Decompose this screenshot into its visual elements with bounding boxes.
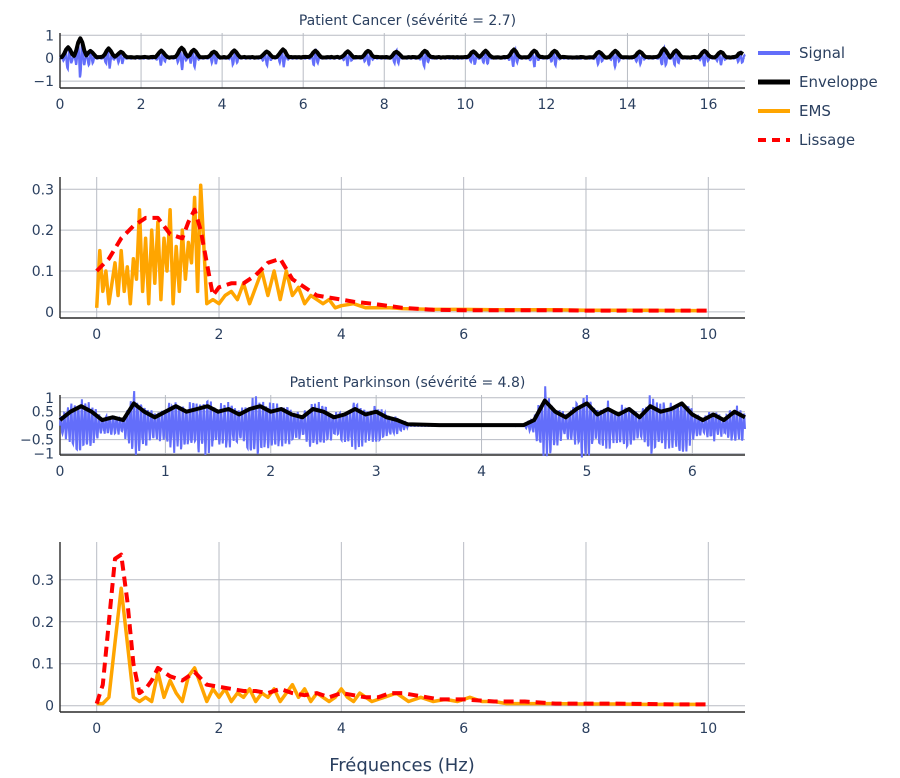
envelope-series-line: [59, 36, 744, 60]
x-tick-label: 12: [537, 97, 555, 113]
x-tick-label: 0: [92, 721, 101, 737]
y-tick-label: 1: [45, 28, 54, 44]
x-tick-label: 1: [161, 464, 170, 480]
lissage-series-line: [95, 207, 709, 313]
legend-label-enveloppe: Enveloppe: [799, 73, 878, 91]
y-tick-label: 0.1: [32, 264, 54, 280]
legend: Signal Enveloppe EMS Lissage: [758, 44, 878, 149]
parkinson-spectrum-panel: 0 2 4 6 8 10 0 0.1 0.2 0.3: [32, 542, 745, 737]
y-tick-label: 0: [45, 305, 54, 321]
y-tick-label: −1: [33, 447, 54, 463]
x-tick-label: 8: [380, 97, 389, 113]
y-tick-label: 0.3: [32, 182, 54, 198]
x-tick-label: 0: [56, 97, 65, 113]
x-tick-label: 8: [582, 721, 591, 737]
x-tick-label: 4: [218, 97, 227, 113]
x-tick-label: 2: [215, 327, 224, 343]
y-tick-label: 0.2: [32, 223, 54, 239]
x-tick-label: 3: [372, 464, 381, 480]
y-tick-label: 0.3: [32, 573, 54, 589]
y-tick-label: 0: [45, 419, 54, 435]
ems-series-line: [96, 586, 706, 707]
y-tick-label: 0.1: [32, 657, 54, 673]
x-axis-title: Fréquences (Hz): [329, 755, 475, 776]
x-tick-label: 4: [337, 721, 346, 737]
panel-title: Patient Parkinson (sévérité = 4.8): [290, 375, 526, 391]
x-tick-label: 14: [619, 97, 637, 113]
x-tick-label: 0: [92, 327, 101, 343]
x-tick-label: 4: [337, 327, 346, 343]
y-tick-label: 0: [45, 51, 54, 67]
ems-series-line: [94, 183, 706, 313]
x-tick-label: 6: [459, 327, 468, 343]
x-tick-label: 16: [700, 97, 718, 113]
x-tick-label: 6: [459, 721, 468, 737]
x-tick-label: 6: [299, 97, 308, 113]
x-tick-label: 2: [137, 97, 146, 113]
x-tick-label: 10: [456, 97, 474, 113]
y-tick-label: −0.5: [20, 433, 54, 449]
legend-label-ems: EMS: [799, 102, 831, 120]
envelope-series-line: [58, 398, 746, 428]
x-tick-label: 6: [688, 464, 697, 480]
y-tick-label: −1: [33, 74, 54, 90]
x-tick-label: 10: [699, 721, 717, 737]
x-tick-label: 2: [266, 464, 275, 480]
x-tick-label: 4: [477, 464, 486, 480]
x-tick-label: 8: [582, 327, 591, 343]
x-tick-label: 2: [215, 721, 224, 737]
x-tick-label: 10: [699, 327, 717, 343]
y-tick-label: 0.2: [32, 615, 54, 631]
y-tick-label: 0.5: [32, 405, 54, 421]
x-tick-label: 5: [582, 464, 591, 480]
legend-label-signal: Signal: [799, 44, 845, 62]
legend-label-lissage: Lissage: [799, 131, 855, 149]
x-tick-label: 0: [56, 464, 65, 480]
y-tick-label: 0: [45, 699, 54, 715]
panel-title: Patient Cancer (sévérité = 2.7): [299, 13, 516, 29]
lissage-series-line: [94, 552, 709, 707]
y-tick-label: 1: [45, 391, 54, 407]
cancer-spectrum-panel: 0 2 4 6 8 10 0 0.1 0.2 0.3: [32, 177, 745, 343]
